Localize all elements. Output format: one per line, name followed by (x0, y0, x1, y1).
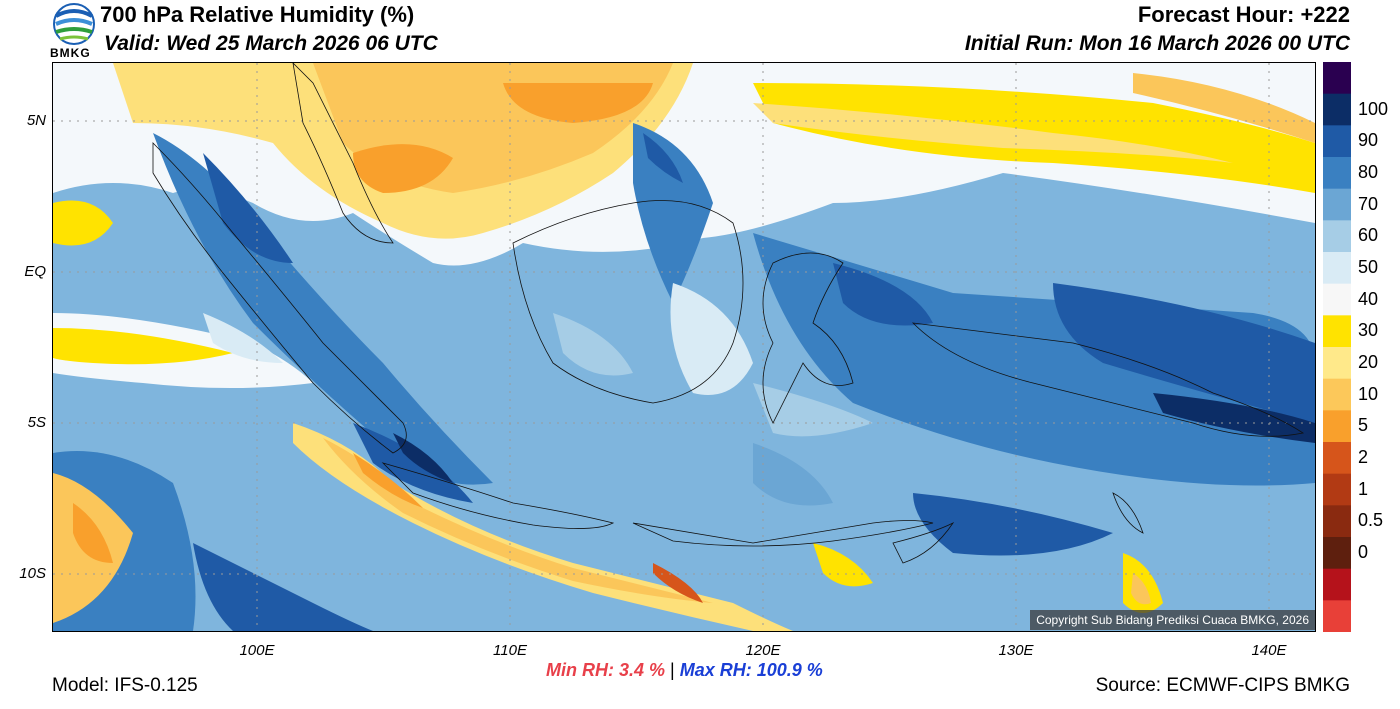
colorbar-tick-label: 0.5 (1358, 510, 1384, 531)
lat-tick-label: 10S (19, 565, 46, 582)
chart-title: 700 hPa Relative Humidity (%) (100, 2, 415, 27)
min-rh-label: Min RH: (546, 660, 614, 680)
colorbar-swatch (1323, 378, 1351, 411)
graticule (53, 63, 1315, 631)
colorbar-swatch (1323, 220, 1351, 253)
colorbar-swatch (1323, 252, 1351, 285)
colorbar-swatch (1323, 315, 1351, 348)
lon-tick-label: 100E (239, 642, 275, 659)
lon-tick-label: 120E (745, 642, 781, 659)
max-rh-label: Max RH: 100.9 % (679, 660, 823, 680)
colorbar-swatch (1323, 600, 1351, 633)
copyright-notice: Copyright Sub Bidang Prediksi Cuaca BMKG… (1030, 610, 1315, 630)
valid-time: Valid: Wed 25 March 2026 06 UTC (104, 32, 438, 55)
colorbar-swatch (1323, 347, 1351, 380)
colorbar-swatch (1323, 568, 1351, 601)
min-max-readout: Min RH: 3.4 % | Max RH: 100.9 % (546, 660, 823, 681)
colorbar-swatch (1323, 93, 1351, 126)
colorbar-swatch (1323, 473, 1351, 506)
initial-run: Initial Run: Mon 16 March 2026 00 UTC (964, 32, 1350, 55)
colorbar-swatch (1323, 537, 1351, 570)
forecast-hour: Forecast Hour: +222 (1137, 2, 1350, 27)
humidity-field (53, 63, 1315, 631)
colorbar-swatch (1323, 283, 1351, 316)
lat-tick-label: 5S (27, 414, 46, 431)
coastlines (152, 61, 1305, 564)
colorbar-swatch (1323, 188, 1351, 221)
colorbar-tick-label: 50 (1358, 256, 1379, 277)
colorbar-tick-label: 40 (1358, 288, 1379, 309)
lon-tick-label: 140E (1251, 642, 1287, 659)
colorbar-swatch (1323, 125, 1351, 158)
colorbar-tick-label: 1 (1358, 478, 1369, 499)
model-label: Model: IFS-0.125 (52, 675, 198, 696)
colorbar-tick-label: 70 (1358, 193, 1379, 214)
colorbar-tick-label: 90 (1358, 130, 1379, 151)
colorbar-tick-label: 100 (1358, 98, 1389, 119)
separator: | (670, 660, 675, 680)
logo-text: BMKG (50, 46, 91, 60)
colorbar-swatches (1323, 62, 1351, 633)
min-rh-value: 3.4 % (619, 660, 666, 680)
colorbar-swatch (1323, 410, 1351, 443)
colorbar-swatch (1323, 442, 1351, 475)
source-label: Source: ECMWF-CIPS BMKG (1095, 675, 1350, 696)
colorbar (1323, 62, 1351, 633)
colorbar-tick-label: 5 (1358, 415, 1369, 436)
lon-tick-label: 130E (998, 642, 1034, 659)
colorbar-swatch (1323, 157, 1351, 190)
bmkg-logo (50, 2, 98, 60)
colorbar-swatch (1323, 62, 1351, 95)
colorbar-tick-label: 2 (1358, 446, 1369, 467)
colorbar-tick-label: 30 (1358, 320, 1379, 341)
lat-tick-label: EQ (24, 263, 46, 280)
colorbar-tick-label: 80 (1358, 161, 1379, 182)
lon-tick-label: 110E (493, 642, 527, 659)
humidity-map (52, 61, 1316, 632)
colorbar-swatch (1323, 505, 1351, 538)
colorbar-tick-label: 60 (1358, 225, 1379, 246)
colorbar-tick-label: 10 (1358, 383, 1379, 404)
lat-tick-label: 5N (26, 112, 46, 129)
colorbar-tick-label: 0 (1358, 541, 1369, 562)
colorbar-tick-label: 20 (1358, 351, 1379, 372)
